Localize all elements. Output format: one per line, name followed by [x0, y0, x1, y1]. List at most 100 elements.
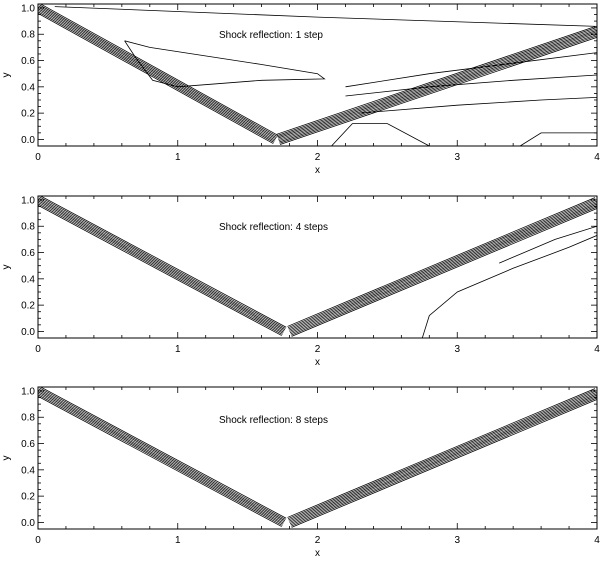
incident-shock-contour-line [40, 196, 287, 328]
reflected-shock-contour-line [279, 34, 597, 143]
y-axis-label: y [1, 73, 12, 78]
incident-shock-contour-line [38, 204, 282, 336]
y-axis-label: y [1, 265, 12, 270]
contour-line [331, 123, 430, 146]
y-tick-label: 0.0 [21, 518, 35, 529]
reflected-shock-contour-line [287, 389, 596, 520]
contour-line [421, 235, 597, 338]
y-tick-label: 0.2 [21, 109, 35, 120]
contour-line [519, 132, 597, 146]
reflected-shock-contour-line [289, 394, 597, 525]
incident-shock-contour-line [38, 5, 277, 138]
reflected-shock-contour-line [277, 29, 597, 139]
contour-line [499, 225, 597, 264]
reflected-shock-contour-line [279, 35, 597, 144]
y-tick-label: 0.6 [21, 56, 35, 67]
reflected-shock-contour-line [277, 28, 597, 138]
y-tick-label: 0.6 [21, 439, 35, 450]
reflected-shock-contour-line [290, 396, 597, 526]
incident-shock-contour-line [39, 4, 278, 137]
incident-shock-contour-line [38, 11, 275, 143]
incident-shock-contour-line [40, 387, 287, 519]
reflected-shock-contour-line [287, 197, 596, 327]
incident-shock-contour-line [38, 388, 286, 521]
contour-plot [38, 4, 597, 146]
incident-shock-contour-line [38, 200, 284, 333]
reflected-shock-contour-line [278, 32, 597, 142]
panel-title: Shock reflection: 4 steps [219, 222, 328, 233]
panel-title: Shock reflection: 8 steps [219, 415, 328, 426]
incident-shock-contour-line [40, 4, 279, 136]
reflected-shock-contour-line [289, 202, 597, 332]
x-tick-label: 3 [454, 152, 460, 163]
incident-shock-contour-line [38, 394, 283, 526]
y-tick-label: 0.2 [21, 301, 35, 312]
x-tick-label: 1 [175, 344, 181, 355]
x-tick-label: 0 [35, 535, 41, 546]
reflected-shock-contour-line [290, 206, 597, 336]
incident-shock-contour-line [38, 12, 274, 144]
y-tick-label: 0.2 [21, 492, 35, 503]
incident-shock-contour-line [39, 196, 286, 329]
contour-line [359, 97, 597, 114]
incident-shock-contour-line [38, 391, 284, 524]
x-axis-label: x [315, 165, 320, 176]
y-tick-label: 0.8 [21, 413, 35, 424]
contour-line [54, 6, 597, 27]
incident-shock-contour-line [38, 390, 285, 523]
incident-shock-contour-line [38, 8, 276, 141]
reflected-shock-contour-line [291, 208, 597, 337]
incident-shock-contour-line [38, 197, 286, 330]
incident-shock-contour-line [38, 9, 275, 142]
reflected-shock-contour-line [288, 390, 597, 521]
x-axis-label: x [315, 357, 320, 368]
reflected-shock-contour-line [276, 27, 596, 136]
reflected-shock-contour-line [276, 26, 596, 135]
x-tick-label: 2 [315, 344, 321, 355]
incident-shock-contour-line [38, 7, 277, 140]
panel-2: 0 1 2 3 4 0.0 0.2 0.4 0.6 0.8 1.0 x y Shock reflectio… [1, 195, 600, 368]
reflected-shock-contour-line [289, 393, 597, 523]
x-tick-label: 0 [35, 344, 41, 355]
contour-plot [38, 387, 597, 528]
incident-shock-contour-line [38, 203, 283, 335]
reflected-shock-contour-line [288, 199, 597, 330]
contour-line [124, 40, 326, 88]
x-tick-label: 4 [594, 152, 600, 163]
x-tick-label: 4 [594, 344, 600, 355]
incident-shock-contour-line [38, 199, 285, 332]
incident-shock-contour-line [38, 392, 284, 525]
panel-3: 0 1 2 3 4 0.0 0.2 0.4 0.6 0.8 1.0 x y Shock reflectio… [1, 386, 600, 559]
x-axis-label: x [315, 548, 320, 559]
reflected-shock-contour-line [288, 200, 597, 331]
x-tick-label: 1 [175, 535, 181, 546]
x-tick-label: 4 [594, 535, 600, 546]
y-tick-label: 1.0 [21, 3, 35, 14]
x-tick-label: 1 [175, 152, 181, 163]
reflected-shock-contour-line [279, 36, 597, 145]
reflected-shock-contour-line [278, 31, 597, 140]
y-tick-label: 0.4 [21, 82, 35, 93]
y-tick-label: 0.8 [21, 222, 35, 233]
reflected-shock-contour-line [287, 198, 596, 329]
x-tick-label: 2 [315, 535, 321, 546]
reflected-shock-contour-line [291, 399, 597, 528]
y-tick-label: 0.4 [21, 465, 35, 476]
y-tick-label: 0.4 [21, 274, 35, 285]
incident-shock-contour-line [38, 201, 284, 334]
reflected-shock-contour-line [290, 397, 597, 527]
reflected-shock-contour-line [289, 203, 597, 334]
x-tick-label: 3 [454, 344, 460, 355]
y-tick-label: 0.0 [21, 135, 35, 146]
x-tick-label: 0 [35, 152, 41, 163]
reflected-shock-contour-line [288, 391, 597, 522]
panel-title: Shock reflection: 1 step [219, 30, 323, 41]
x-tick-label: 3 [454, 535, 460, 546]
panel-1: 0 1 2 3 4 0.0 0.2 0.4 0.6 0.8 1.0 x y Shock reflectio… [1, 3, 600, 176]
y-tick-label: 1.0 [21, 195, 35, 206]
contour-line [345, 52, 597, 88]
y-tick-label: 0.8 [21, 30, 35, 41]
incident-shock-contour-line [39, 387, 286, 520]
y-axis-label: y [1, 456, 12, 461]
